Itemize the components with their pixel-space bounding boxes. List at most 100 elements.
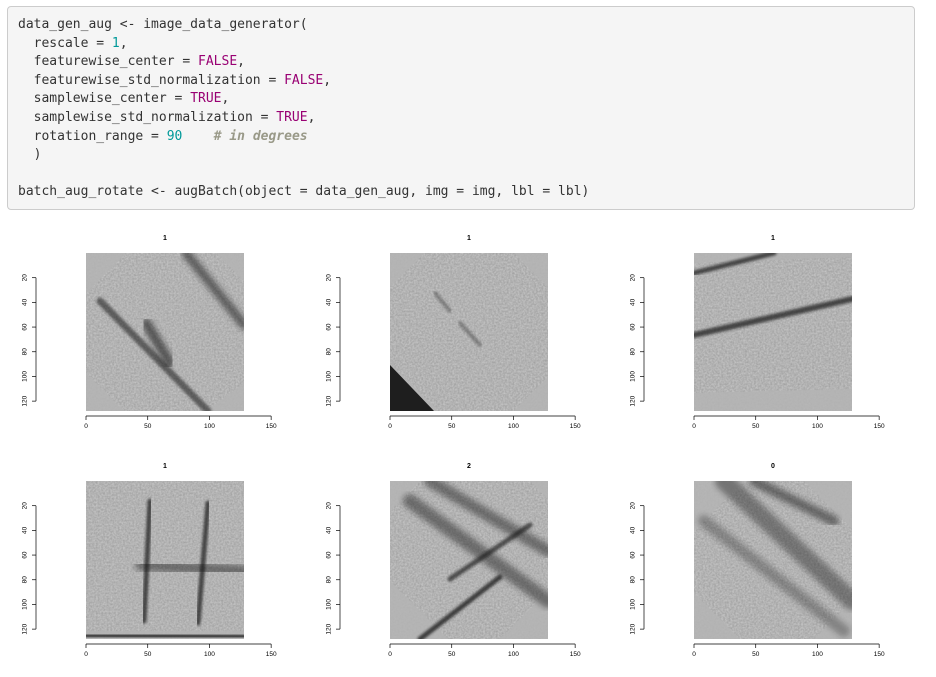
- rotation-fill-wedge: [694, 593, 740, 639]
- image-streak: [447, 522, 533, 582]
- plot-panel: 0 0 50 100 150 20 40 60 80 100 120: [630, 463, 885, 658]
- image-streak: [749, 481, 839, 526]
- x-tick-label: 150: [570, 651, 581, 658]
- rotation-fill-wedge: [390, 581, 448, 639]
- y-tick-label: 60: [326, 551, 333, 559]
- x-tick-label: 100: [204, 423, 215, 430]
- code-text: ,: [307, 109, 316, 125]
- code-line: samplewise_center = TRUE,: [18, 90, 914, 109]
- rotation-fill-wedge: [500, 591, 548, 639]
- image-streak: [86, 632, 244, 639]
- y-tick-label: 60: [326, 323, 333, 331]
- x-tick-label: 150: [570, 423, 581, 430]
- plot-panel: 1 0 50 100 150 20 40 60 80 100 120: [326, 235, 581, 430]
- plot-panel: 1 0 50 100 150 20 40 60 80 100 120: [22, 235, 277, 430]
- code-text: data_gen_aug <- image_data_generator(: [18, 17, 308, 32]
- y-tick-label: 100: [326, 599, 333, 610]
- x-tick-label: 100: [204, 651, 215, 658]
- code-text: featurewise_center =: [18, 54, 199, 70]
- image-streak: [433, 291, 452, 313]
- image-streak: [181, 253, 244, 330]
- y-tick-label: 80: [326, 348, 333, 356]
- y-tick-label: 80: [630, 576, 637, 584]
- x-tick-label: 50: [752, 423, 760, 430]
- x-tick-label: 150: [266, 423, 277, 430]
- y-tick-label: 100: [22, 371, 29, 382]
- y-tick-label: 120: [22, 623, 29, 634]
- image-streak: [135, 559, 244, 577]
- y-tick-label: 120: [326, 623, 333, 634]
- y-tick-label: 20: [326, 274, 333, 282]
- code-text: featurewise_std_normalization =: [18, 72, 285, 88]
- y-tick-label: 100: [630, 371, 637, 382]
- y-tick-label: 100: [326, 371, 333, 382]
- rotation-fill-wedge: [514, 253, 548, 287]
- y-tick-label: 20: [22, 502, 29, 510]
- rotation-fill-wedge: [694, 253, 852, 263]
- y-tick-label: 20: [326, 502, 333, 510]
- code-text: ,: [221, 91, 230, 107]
- y-tick-label: 80: [326, 576, 333, 584]
- x-tick-label: 50: [448, 651, 456, 658]
- rotation-fill-wedge: [694, 389, 852, 411]
- x-tick-label: 100: [508, 651, 519, 658]
- code-line: rotation_range = 90 # in degrees: [18, 128, 914, 147]
- rotation-fill-wedge: [86, 373, 124, 411]
- image-streak: [694, 296, 852, 338]
- rotation-fill-wedge: [514, 377, 548, 411]
- y-tick-label: 20: [630, 274, 637, 282]
- y-tick-label: 80: [630, 348, 637, 356]
- code-block: data_gen_aug <- image_data_generator( re…: [7, 6, 915, 210]
- rotation-fill-wedge: [216, 253, 244, 281]
- plot-title: 2: [467, 463, 471, 470]
- x-tick-label: 0: [692, 651, 696, 658]
- code-text: batch_aug_rotate <- augBatch(object = da…: [18, 184, 590, 200]
- x-tick-label: 0: [84, 423, 88, 430]
- rotation-fill-wedge: [86, 253, 126, 293]
- y-tick-label: 120: [630, 623, 637, 634]
- plot-title: 1: [163, 463, 167, 470]
- code-line: ): [18, 146, 914, 165]
- code-line: batch_aug_rotate <- augBatch(object = da…: [18, 183, 914, 202]
- x-tick-label: 0: [84, 651, 88, 658]
- code-text: ): [18, 147, 42, 163]
- code-text: ,: [323, 72, 332, 88]
- x-tick-label: 150: [874, 423, 885, 430]
- code-line: data_gen_aug <- image_data_generator(: [18, 16, 914, 35]
- rotation-fill-wedge: [390, 253, 424, 287]
- rotation-fill-wedge: [390, 481, 420, 511]
- code-line: samplewise_std_normalization = TRUE,: [18, 109, 914, 128]
- x-tick-label: 50: [752, 651, 760, 658]
- rotation-fill-wedge: [206, 383, 244, 411]
- image-streak: [458, 321, 482, 347]
- rotation-fill-wedge: [804, 481, 852, 529]
- y-tick-label: 40: [22, 298, 29, 306]
- image-streak: [424, 481, 548, 557]
- image-streak: [417, 574, 503, 639]
- code-text: rotation_range =: [18, 128, 167, 144]
- y-tick-label: 120: [630, 395, 637, 406]
- code-line: featurewise_std_normalization = FALSE,: [18, 72, 914, 91]
- image-streak: [96, 297, 212, 411]
- y-tick-label: 20: [630, 502, 637, 510]
- y-tick-label: 100: [22, 599, 29, 610]
- code-text: samplewise_center =: [18, 91, 191, 107]
- y-tick-label: 80: [22, 576, 29, 584]
- y-tick-label: 80: [22, 348, 29, 356]
- x-tick-label: 50: [448, 423, 456, 430]
- augmented-image: [390, 481, 548, 639]
- augmented-image: [86, 481, 244, 639]
- x-tick-label: 0: [692, 423, 696, 430]
- code-line: featurewise_center = FALSE,: [18, 53, 914, 72]
- y-tick-label: 40: [326, 526, 333, 534]
- code-keyword: TRUE: [190, 91, 222, 107]
- code-line: [18, 165, 914, 184]
- rotation-fill-wedge: [530, 481, 548, 499]
- x-tick-label: 100: [508, 423, 519, 430]
- y-tick-label: 40: [630, 526, 637, 534]
- y-tick-label: 60: [630, 551, 637, 559]
- y-tick-label: 40: [22, 526, 29, 534]
- y-tick-label: 120: [326, 395, 333, 406]
- code-text: [182, 129, 213, 144]
